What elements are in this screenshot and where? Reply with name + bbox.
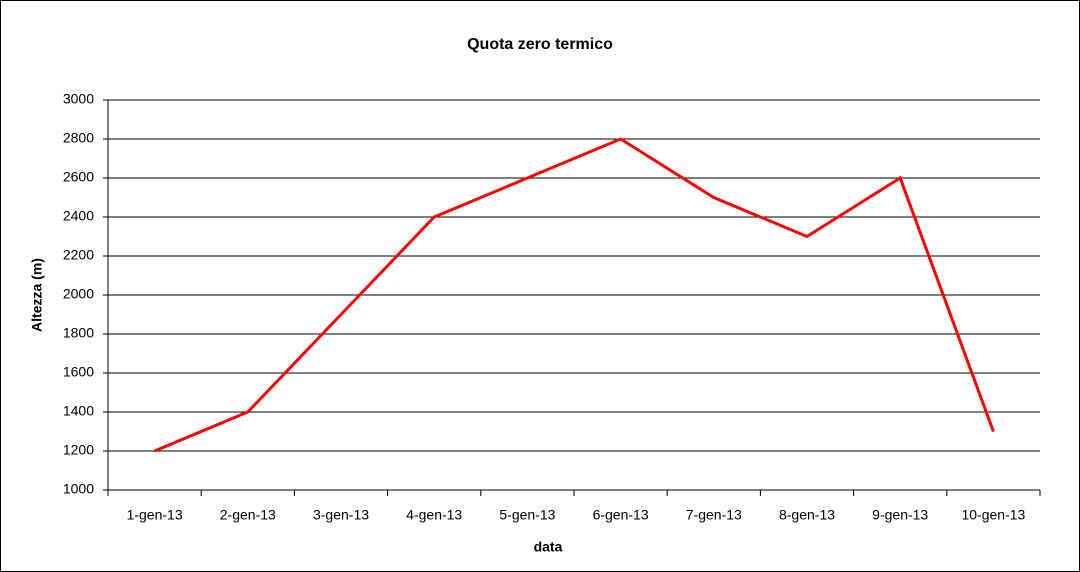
y-tick-label: 2000 [63,286,94,302]
x-tick-label: 3-gen-13 [313,507,369,523]
y-tick-label: 1600 [63,364,94,380]
x-tick-label: 10-gen-13 [961,507,1025,523]
y-tick-label: 1200 [63,442,94,458]
x-tick-label: 1-gen-13 [127,507,183,523]
y-tick-label: 1400 [63,403,94,419]
x-tick-label: 5-gen-13 [499,507,555,523]
y-tick-label: 2200 [63,247,94,263]
x-tick-label: 9-gen-13 [872,507,928,523]
x-tick-label: 8-gen-13 [779,507,835,523]
x-axis-label: data [534,539,563,555]
x-tick-label: 7-gen-13 [686,507,742,523]
y-axis-label: Altezza (m) [29,258,45,332]
data-line [154,137,995,453]
y-tick-label: 2400 [63,208,94,224]
x-tick-label: 4-gen-13 [406,507,462,523]
chart-title: Quota zero termico [467,36,613,53]
y-tick-label: 1800 [63,325,94,341]
x-tick-label: 6-gen-13 [593,507,649,523]
y-tick-label: 2600 [63,169,94,185]
y-tick-label: 2800 [63,130,94,146]
y-tick-label: 3000 [63,91,94,107]
x-tick-label: 2-gen-13 [220,507,276,523]
y-tick-label: 1000 [63,481,94,497]
